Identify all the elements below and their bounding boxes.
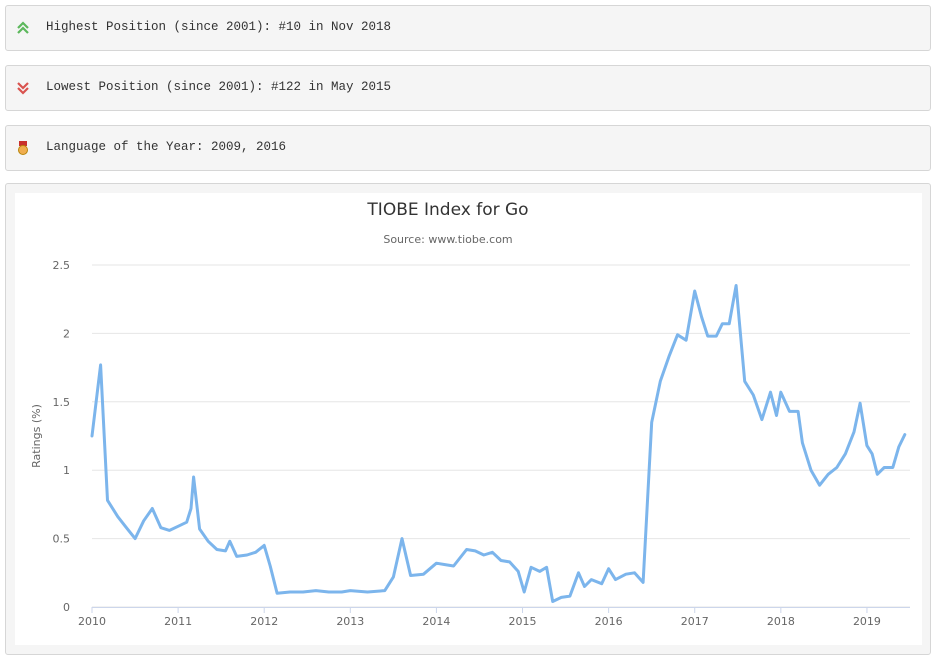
down-icon [17,82,29,95]
y-tick-label: 1.5 [53,396,71,409]
info-text: Highest Position (since 2001): #10 in No… [46,20,392,34]
info-box: Lowest Position (since 2001): #122 in Ma… [5,65,931,111]
up-icon [17,21,29,34]
y-tick-label: 0.5 [53,533,71,546]
chart: TIOBE Index for Go Source: www.tiobe.com… [15,193,922,645]
y-tick-label: 2.5 [53,259,71,272]
x-tick-label: 2010 [78,615,106,628]
info-text: Language of the Year: 2009, 2016 [46,140,287,154]
x-tick-label: 2012 [250,615,278,628]
y-tick-label: 1 [63,464,70,477]
y-tick-label: 0 [63,601,70,614]
chart-title: TIOBE Index for Go [366,200,528,220]
medal-icon [18,141,28,155]
x-tick-label: 2015 [509,615,537,628]
x-tick-label: 2019 [853,615,881,628]
info-text: Lowest Position (since 2001): #122 in Ma… [46,80,392,94]
x-tick-label: 2017 [681,615,709,628]
data-line [90,284,907,603]
info-box: Highest Position (since 2001): #10 in No… [5,5,931,51]
x-tick-label: 2018 [767,615,795,628]
x-tick-label: 2016 [595,615,623,628]
x-tick-label: 2013 [336,615,364,628]
x-tick-label: 2014 [422,615,450,628]
x-tick-label: 2011 [164,615,192,628]
y-axis-label: Ratings (%) [30,404,43,468]
info-box: Language of the Year: 2009, 2016 [5,125,931,171]
y-tick-label: 2 [63,327,70,340]
chart-subtitle: Source: www.tiobe.com [383,233,512,246]
